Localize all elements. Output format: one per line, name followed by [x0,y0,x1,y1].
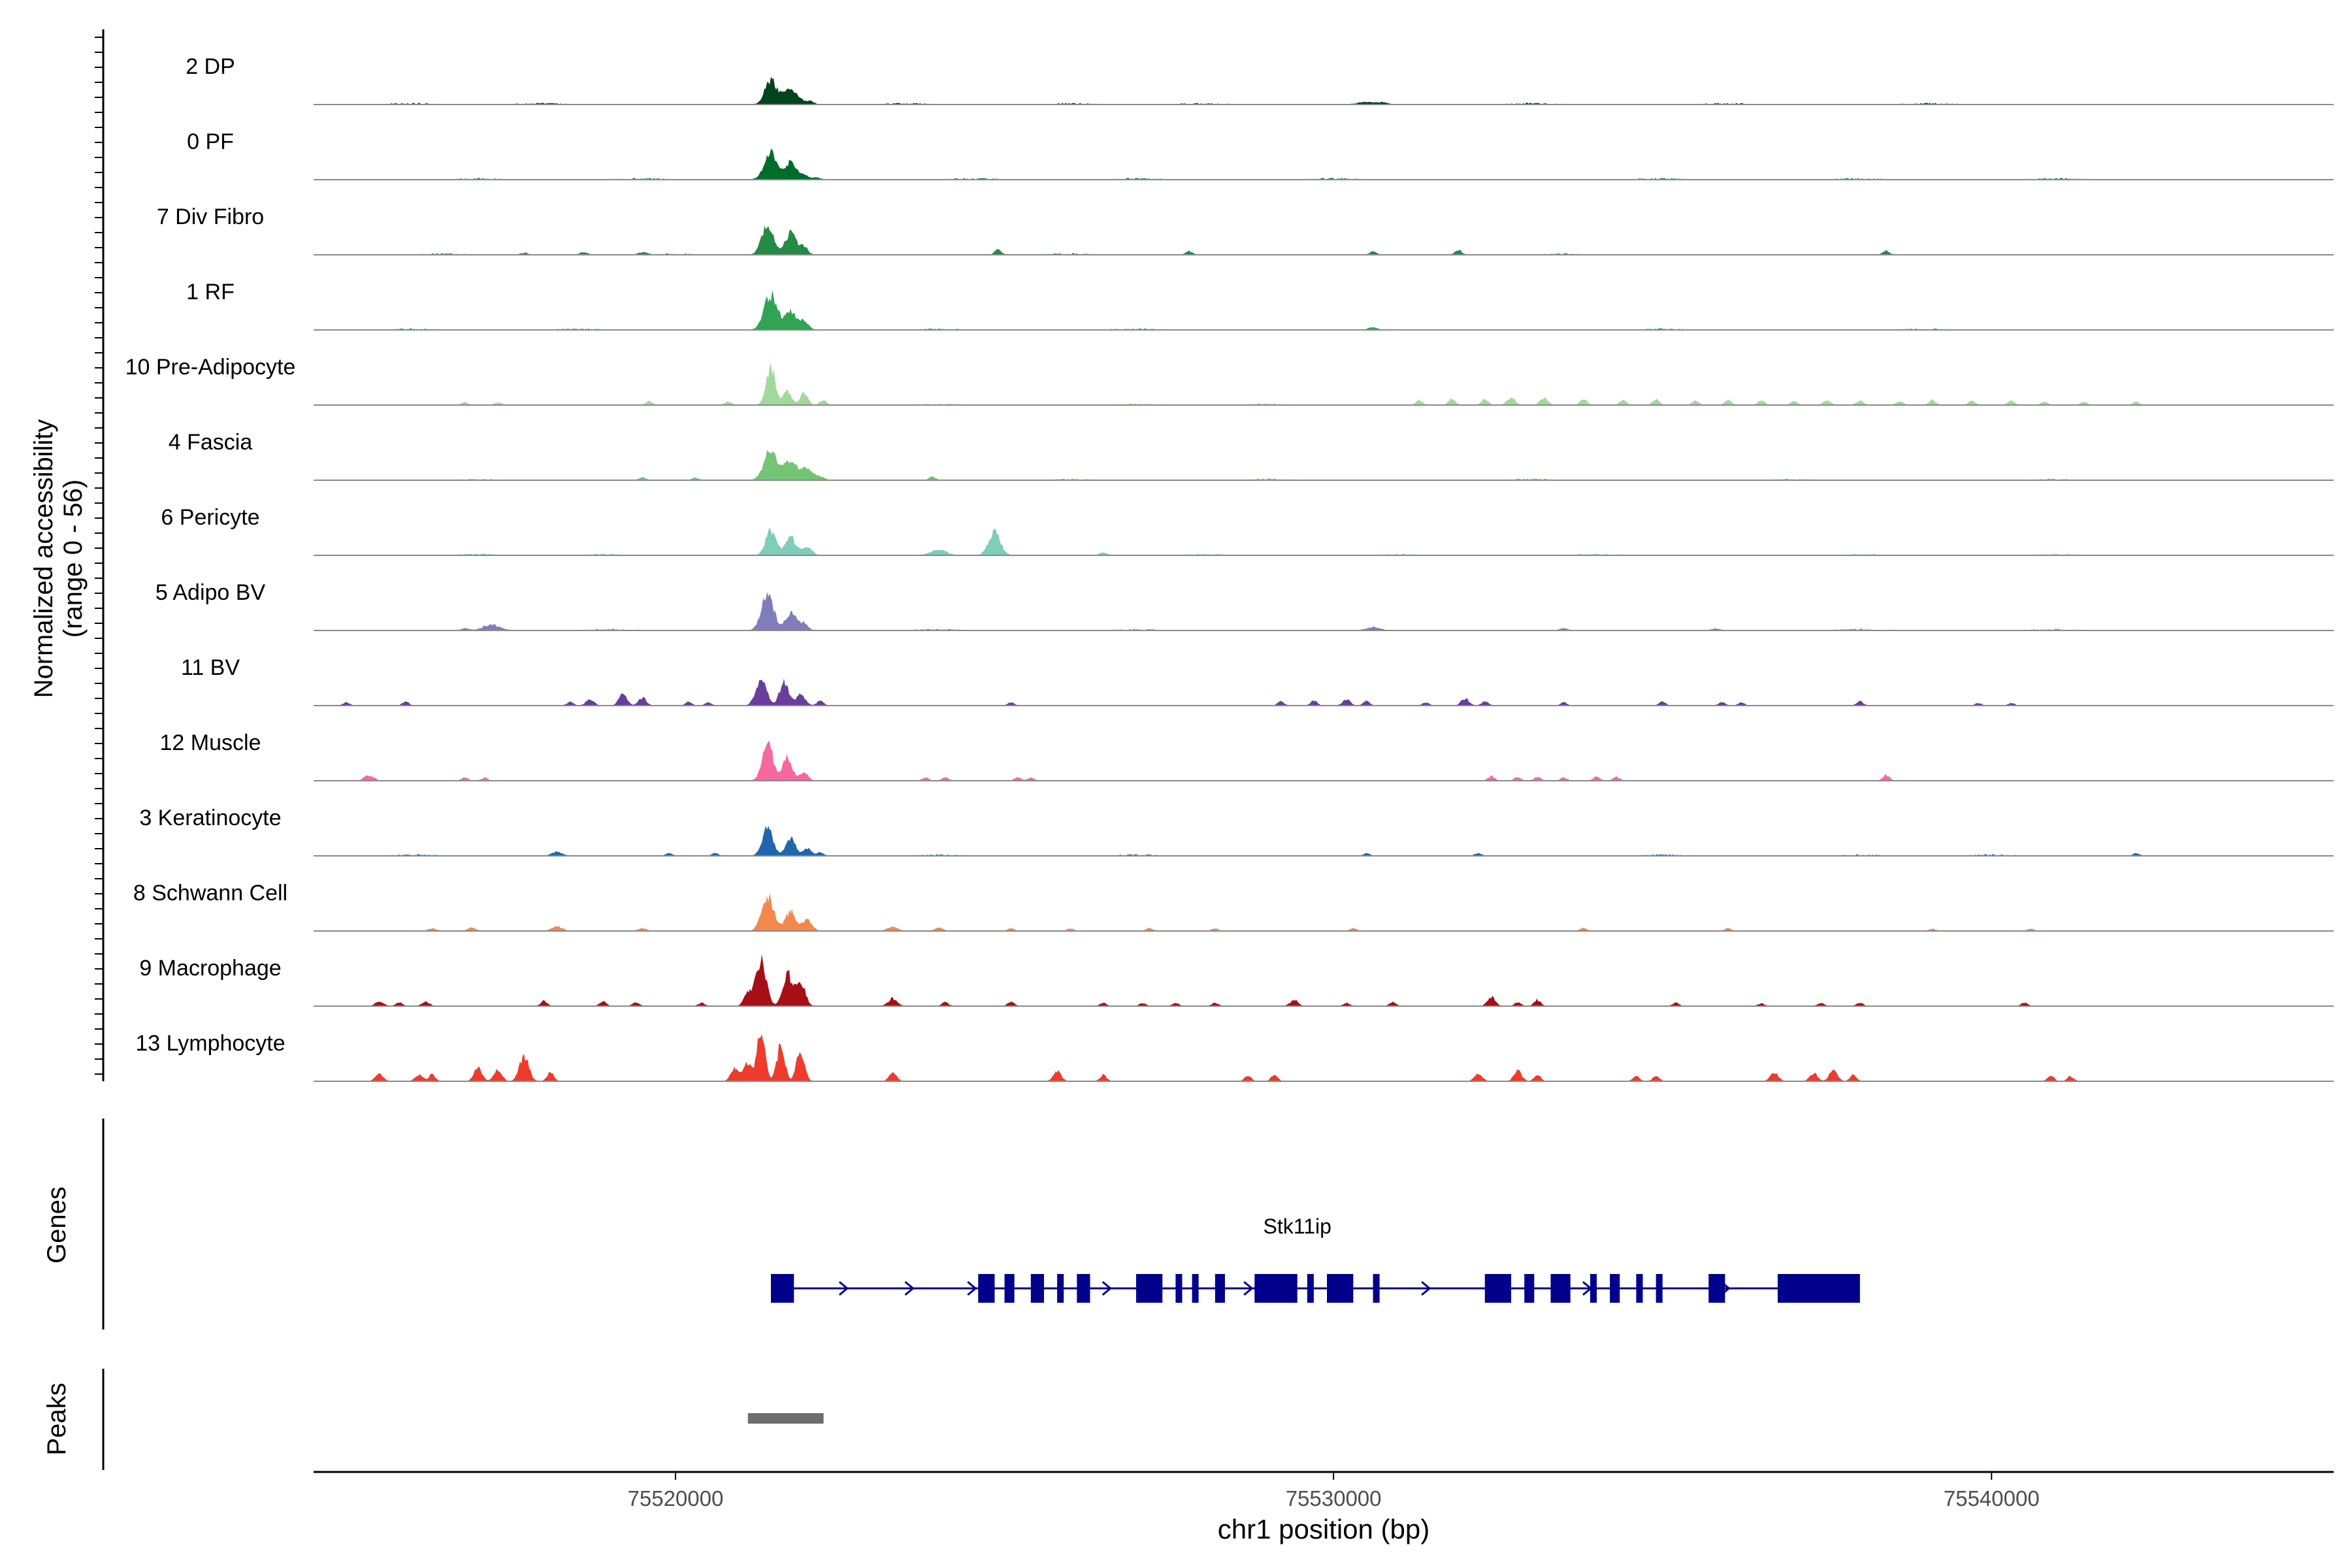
exon-block [1656,1274,1663,1303]
track-label: 2 DP [186,54,235,79]
track-3: 7 Div Fibro [157,204,2334,255]
track-label: 0 PF [187,129,234,154]
exon-block [1077,1274,1090,1303]
y-axis-label: Normalized accessibility [29,419,58,698]
coverage-area [314,363,2334,405]
coverage-area [314,225,2334,255]
track-8: 5 Adipo BV [155,580,2334,631]
track-6: 4 Fascia [169,430,2334,481]
exon-block [1057,1274,1064,1303]
gene-track: Stk11ip [770,1215,1860,1303]
peak-regions [747,1413,824,1424]
genes-panel-label: Genes [42,1186,71,1264]
exon-block [1135,1274,1163,1303]
exon-block [1708,1274,1725,1303]
peaks-panel-label: Peaks [42,1382,71,1455]
y-axis [95,29,105,1081]
coverage-area [314,290,2334,330]
track-label: 11 BV [181,655,240,680]
track-label: 3 Keratinocyte [139,806,281,830]
exon-block [1030,1274,1044,1303]
track-12: 8 Schwann Cell [133,881,2334,932]
track-label: 4 Fascia [169,430,253,455]
track-label: 7 Div Fibro [157,204,264,229]
coverage-area [314,893,2334,931]
track-13: 9 Macrophage [139,954,2334,1007]
exon-block [1307,1274,1314,1303]
exon-block [1777,1274,1860,1303]
coverage-area [314,954,2334,1006]
coverage-area [314,449,2334,480]
track-label: 12 Muscle [160,730,261,755]
track-10: 12 Muscle [160,730,2334,781]
strand-arrow [904,1281,915,1296]
track-label: 8 Schwann Cell [133,881,287,906]
strand-arrow [1243,1281,1254,1296]
coverage-area [314,592,2334,630]
coverage-area [314,1034,2334,1081]
x-axis-ticks: 75520000 75530000 75540000 [628,1472,2040,1511]
track-1: 2 DP [186,54,2334,105]
coverage-area [314,825,2334,856]
track-7: 6 Pericyte [161,505,2334,556]
strand-arrow [967,1281,977,1296]
track-4: 1 RF [186,280,2334,331]
track-label: 10 Pre-Adipocyte [125,355,296,380]
coverage-area [314,76,2334,105]
strand-arrow [1421,1281,1431,1296]
exon-block [770,1274,794,1303]
x-tick-label: 75520000 [628,1486,724,1511]
x-tick-label: 75540000 [1944,1486,2040,1511]
exon-block [1192,1274,1199,1303]
exon-block [978,1274,995,1303]
coverage-area [314,149,2334,180]
coverage-area [314,678,2334,706]
exon-block [1327,1274,1354,1303]
track-label: 1 RF [186,280,235,304]
y-axis-range-label: (range 0 - 56) [59,480,88,638]
exon-block [1004,1274,1015,1303]
exon-block [1484,1274,1512,1303]
track-2: 0 PF [187,129,2334,180]
x-axis-label: chr1 position (bp) [1218,1514,1430,1544]
coverage-tracks: 2 DP 0 PF 7 Div Fibro 1 RF 10 Pre-Adipocyte 4… [125,54,2334,1082]
track-9: 11 BV [181,655,2334,706]
exon-block [1175,1274,1183,1303]
exon-block [1590,1274,1597,1303]
exon-block [1373,1274,1380,1303]
exon-block [1524,1274,1535,1303]
track-5: 10 Pre-Adipocyte [125,355,2334,406]
exon-block [1215,1274,1225,1303]
exon-block [1610,1274,1620,1303]
gene-name-label: Stk11ip [1264,1215,1331,1238]
strand-arrow [838,1281,849,1296]
track-14: 13 Lymphocyte [135,1031,2334,1082]
exon-block [1636,1274,1643,1303]
track-label: 9 Macrophage [139,956,281,981]
x-tick-label: 75530000 [1286,1486,1382,1511]
track-11: 3 Keratinocyte [139,806,2334,857]
peak-region-bar [747,1413,824,1424]
coverage-area [314,741,2334,781]
strand-arrow [1102,1281,1112,1296]
track-label: 5 Adipo BV [155,580,266,605]
track-label: 6 Pericyte [161,505,259,530]
coverage-area [314,527,2334,555]
exon-block [1254,1274,1298,1303]
exon-block [1550,1274,1571,1303]
track-label: 13 Lymphocyte [135,1031,285,1056]
